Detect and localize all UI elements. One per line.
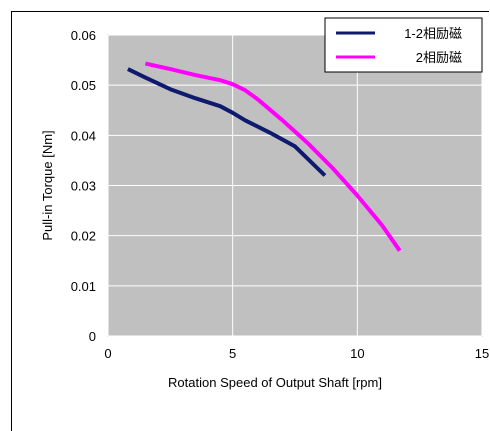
- legend: 1-2相励磁 2相励磁: [324, 17, 483, 73]
- series-line-1: [127, 67, 327, 177]
- legend-box: [324, 17, 483, 73]
- x-tick-label: 10: [350, 346, 364, 361]
- y-tick-label: 0.06: [71, 28, 96, 43]
- y-tick-label: 0.01: [71, 279, 96, 294]
- x-tick-label: 0: [104, 346, 111, 361]
- y-tick-label: 0.02: [71, 229, 96, 244]
- x-axis-ticks: 0 5 10 15: [104, 346, 489, 361]
- grid-lines: [107, 34, 483, 337]
- y-tick-label: 0.04: [71, 128, 96, 143]
- y-axis-label: Pull-in Torque [Nm]: [40, 130, 55, 240]
- y-tick-label: 0.03: [71, 179, 96, 194]
- y-tick-label: 0.05: [71, 78, 96, 93]
- x-tick-label: 15: [475, 346, 489, 361]
- series-layer: [127, 61, 402, 252]
- x-tick-label: 5: [229, 346, 236, 361]
- series-line-2: [144, 61, 402, 252]
- x-axis-label: Rotation Speed of Output Shaft [rpm]: [168, 375, 382, 390]
- legend-label-1: 1-2相励磁: [404, 26, 462, 41]
- y-axis-ticks: 0 0.01 0.02 0.03 0.04 0.05 0.06: [71, 28, 96, 344]
- legend-label-2: 2相励磁: [416, 50, 462, 65]
- y-tick-label: 0: [89, 329, 96, 344]
- chart-frame: [11, 11, 489, 431]
